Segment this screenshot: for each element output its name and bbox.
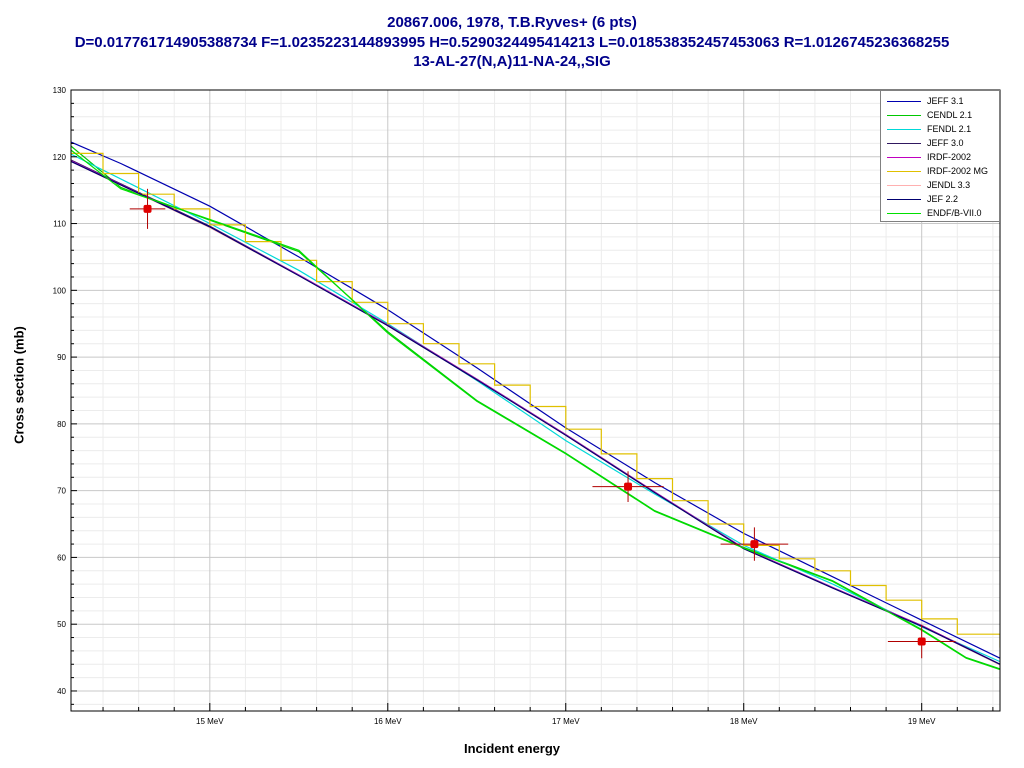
y-tick-label: 40: [57, 687, 66, 696]
legend-swatch: [887, 213, 921, 214]
chart-subtitle-reaction: 13-AL-27(N,A)11-NA-24,,SIG: [413, 53, 611, 70]
legend-item: JENDL 3.3: [881, 179, 999, 193]
legend-swatch: [887, 185, 921, 186]
plot-frame: [70, 89, 1001, 712]
y-tick-label: 100: [53, 286, 67, 295]
data-point: [624, 482, 633, 491]
y-tick-label: 110: [53, 220, 66, 229]
legend: JEFF 3.1 CENDL 2.1 FENDL 2.1 JEFF 3.0 IRDF-2…: [880, 90, 1000, 222]
x-tick-label: 15 MeV: [196, 717, 224, 726]
y-tick-label: 60: [57, 553, 66, 562]
y-axis-label: Cross section (mb): [11, 326, 27, 444]
legend-item: ENDF/B-VII.0: [881, 207, 999, 221]
x-tick-label: 19 MeV: [908, 717, 936, 726]
y-tick-label: 50: [57, 620, 66, 629]
legend-item: JEFF 3.0: [881, 137, 999, 151]
legend-swatch: [887, 129, 921, 130]
legend-item: IRDF-2002 MG: [881, 165, 999, 179]
data-point: [917, 637, 926, 646]
legend-label: JENDL 3.3: [927, 180, 971, 190]
legend-label: JEF 2.2: [927, 194, 959, 204]
y-tick-label: 80: [57, 420, 66, 429]
axes: 15 MeV 16 MeV 17 MeV 18 MeV 19 MeV 40 50 60 70 80…: [53, 86, 1001, 726]
y-tick-label: 130: [53, 86, 67, 95]
chart-title: 20867.006, 1978, T.B.Ryves+ (6 pts): [387, 14, 637, 31]
legend-swatch: [887, 157, 921, 158]
legend-label: CENDL 2.1: [927, 110, 973, 120]
legend-item: CENDL 2.1: [881, 109, 999, 123]
grid: [71, 89, 1000, 711]
legend-item: FENDL 2.1: [881, 123, 999, 137]
legend-swatch: [887, 199, 921, 200]
x-tick-label: 17 MeV: [552, 717, 580, 726]
legend-label: IRDF-2002 MG: [927, 166, 989, 176]
legend-item: IRDF-2002: [881, 151, 999, 165]
data-point: [750, 540, 759, 549]
legend-label: FENDL 2.1: [927, 124, 972, 134]
legend-swatch: [887, 143, 921, 144]
y-tick-label: 120: [53, 153, 67, 162]
x-tick-label: 18 MeV: [730, 717, 758, 726]
series-line-jeff-3-1: [71, 141, 1000, 659]
legend-label: IRDF-2002: [927, 152, 972, 162]
y-tick-label: 90: [57, 353, 66, 362]
series-line-jeff-3-0: [71, 159, 1000, 665]
legend-swatch: [887, 101, 921, 102]
x-axis-label: Incident energy: [463, 741, 561, 756]
chart-subtitle-parameters: D=0.017761714905388734 F=1.0235223144893…: [74, 34, 950, 51]
legend-item: JEFF 3.1: [881, 95, 999, 109]
legend-label: JEFF 3.1: [927, 96, 964, 106]
legend-label: JEFF 3.0: [927, 138, 964, 148]
experimental-points: [129, 188, 956, 659]
legend-label: ENDF/B-VII.0: [927, 208, 982, 218]
y-tick-label: 70: [57, 487, 66, 496]
series-line-jef-2-2: [71, 160, 1000, 665]
data-point: [143, 204, 152, 213]
x-tick-label: 16 MeV: [374, 717, 402, 726]
legend-swatch: [887, 171, 921, 172]
series-line-irdf-2002: [71, 160, 1000, 665]
series-line-irdf-2002-mg: [71, 152, 1000, 648]
legend-swatch: [887, 115, 921, 116]
series-layer: [71, 141, 1000, 671]
legend-item: JEF 2.2: [881, 193, 999, 207]
